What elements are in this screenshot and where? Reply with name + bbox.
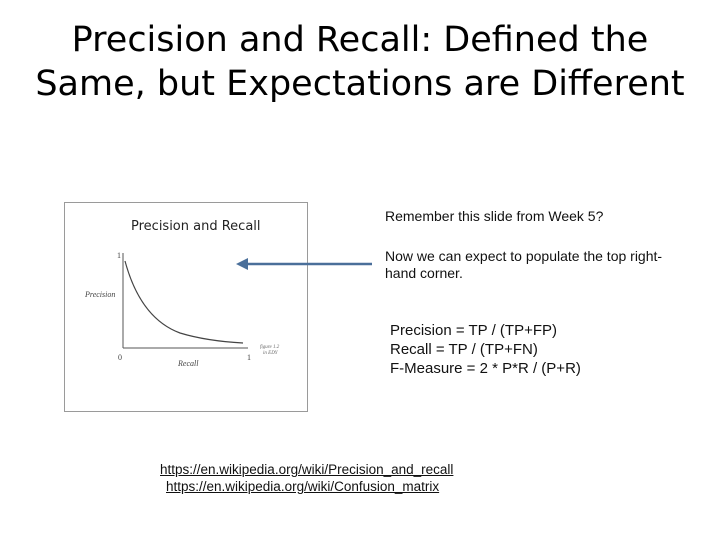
figure-caption-line-1: figure 1.2 — [260, 345, 280, 350]
remember-note: Remember this slide from Week 5? — [385, 208, 604, 224]
confusion-matrix-link[interactable]: https://en.wikipedia.org/wiki/Confusion_… — [166, 479, 440, 494]
figure-caption-line-2: in EDY — [263, 351, 279, 356]
figure-title: Precision and Recall — [131, 219, 261, 234]
formula-block: Precision = TP / (TP+FP) Recall = TP / (… — [390, 321, 581, 378]
precision-recall-figure: Precision and Recall 1 0 1 Precision Rec… — [64, 202, 308, 412]
recall-formula: Recall = TP / (TP+FN) — [390, 341, 538, 358]
x-axis-label: Recall — [177, 359, 199, 368]
slide-title: Precision and Recall: Defined the Same, … — [0, 18, 720, 106]
arrow-left-icon — [236, 258, 372, 270]
y-top-tick: 1 — [117, 251, 121, 260]
expectation-note: Now we can expect to populate the top ri… — [385, 248, 663, 281]
slide-title-line-2: Same, but Expectations are Different — [35, 64, 685, 104]
origin-tick: 0 — [118, 353, 122, 362]
precision-recall-curve — [124, 260, 244, 344]
slide-title-line-1: Precision and Recall: Defined the — [71, 20, 649, 60]
f-measure-formula: F-Measure = 2 * P*R / (P+R) — [390, 360, 581, 377]
reference-links: https://en.wikipedia.org/wiki/Precision_… — [160, 461, 453, 495]
x-right-tick: 1 — [247, 353, 251, 362]
y-axis-label: Precision — [84, 290, 115, 299]
precision-recall-link[interactable]: https://en.wikipedia.org/wiki/Precision_… — [160, 462, 454, 477]
figure-plot: 1 0 1 Precision Recall figure 1.2 in EDY — [84, 251, 280, 368]
precision-formula: Precision = TP / (TP+FP) — [390, 322, 557, 339]
